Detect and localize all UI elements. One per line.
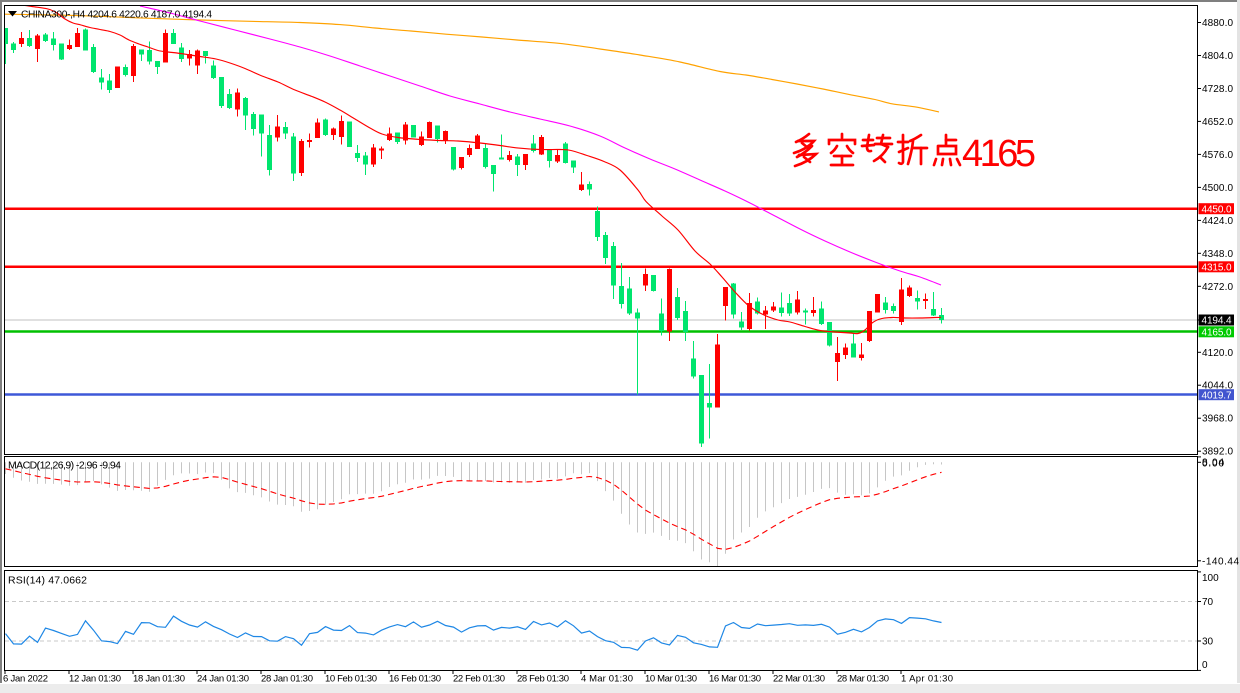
svg-text:28 Jan 01:30: 28 Jan 01:30 [261,674,313,685]
svg-text:1 Apr 01:30: 1 Apr 01:30 [901,674,953,685]
svg-text:10 Feb 01:30: 10 Feb 01:30 [325,674,377,685]
svg-text:4315.0: 4315.0 [1202,262,1232,273]
svg-text:16 Mar 01:30: 16 Mar 01:30 [709,674,761,685]
svg-text:4652.0: 4652.0 [1202,117,1233,128]
svg-text:100: 100 [1202,573,1219,584]
svg-text:4120.0: 4120.0 [1202,348,1233,359]
svg-text:8.04: 8.04 [1202,457,1224,468]
svg-text:CHINA300-,H4 4204.6 4220.6 41: CHINA300-,H4 4204.6 4220.6 4187.0 4194.4 [21,10,212,21]
svg-text:4728.0: 4728.0 [1202,84,1233,95]
svg-text:4450.0: 4450.0 [1202,204,1232,215]
svg-text:24 Jan 01:30: 24 Jan 01:30 [197,674,249,685]
svg-text:22 Mar 01:30: 22 Mar 01:30 [773,674,825,685]
svg-text:4880.0: 4880.0 [1202,18,1233,29]
svg-text:4 Mar 01:30: 4 Mar 01:30 [581,674,633,685]
svg-text:22 Feb 01:30: 22 Feb 01:30 [453,674,505,685]
svg-text:4500.0: 4500.0 [1202,183,1233,194]
svg-text:3968.0: 3968.0 [1202,414,1233,425]
svg-text:18 Jan 01:30: 18 Jan 01:30 [133,674,185,685]
svg-text:-140.44: -140.44 [1202,556,1239,567]
svg-text:6 Jan 2022: 6 Jan 2022 [3,674,48,685]
svg-text:16 Feb 01:30: 16 Feb 01:30 [389,674,441,685]
svg-text:12 Jan 01:30: 12 Jan 01:30 [69,674,121,685]
svg-text:4348.0: 4348.0 [1202,249,1233,260]
svg-text:28 Mar 01:30: 28 Mar 01:30 [837,674,889,685]
svg-text:3892.0: 3892.0 [1202,447,1233,458]
svg-text:4424.0: 4424.0 [1202,216,1233,227]
svg-text:4576.0: 4576.0 [1202,150,1233,161]
svg-text:4165: 4165 [962,133,1036,175]
svg-text:4804.0: 4804.0 [1202,51,1233,62]
svg-text:4165.0: 4165.0 [1202,327,1232,338]
svg-text:4272.0: 4272.0 [1202,282,1233,293]
svg-text:MACD(12,26,9) -2.96 -9.94: MACD(12,26,9) -2.96 -9.94 [8,460,121,472]
svg-text:0: 0 [1202,660,1208,671]
svg-text:10 Mar 01:30: 10 Mar 01:30 [645,674,697,685]
svg-text:30: 30 [1202,637,1214,648]
svg-text:4194.4: 4194.4 [1202,316,1232,327]
svg-text:4044.0: 4044.0 [1202,381,1233,392]
svg-text:28 Feb 01:30: 28 Feb 01:30 [517,674,569,685]
svg-text:0.00: 0.00 [1202,458,1224,469]
svg-text:RSI(14) 47.0662: RSI(14) 47.0662 [8,575,87,587]
svg-text:70: 70 [1202,597,1214,608]
svg-text:4019.7: 4019.7 [1202,390,1232,401]
